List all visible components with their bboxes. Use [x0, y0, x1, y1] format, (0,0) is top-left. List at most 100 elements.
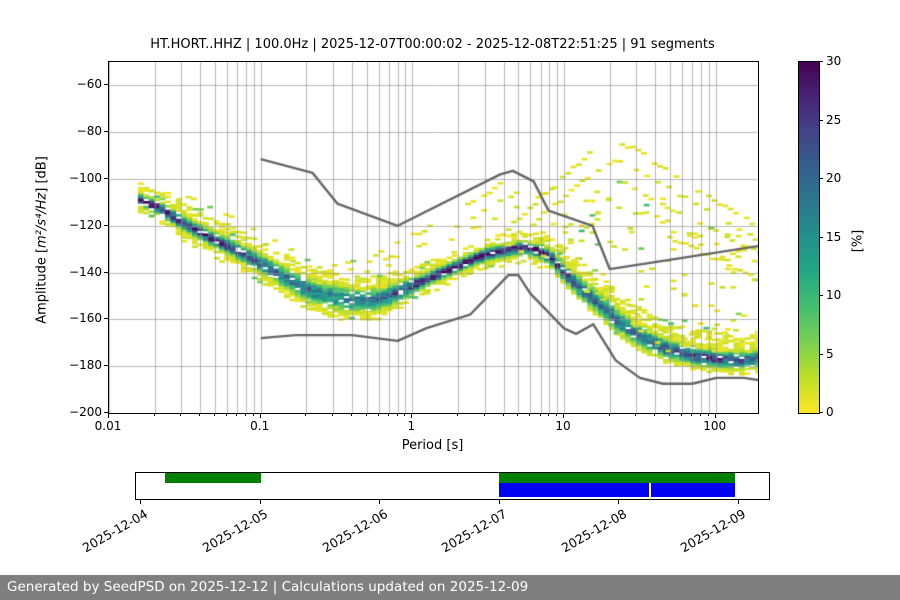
- timeline-tick-mark: [259, 500, 261, 504]
- x-minor-tick-mark: [635, 413, 637, 416]
- x-minor-tick-mark: [548, 413, 550, 416]
- y-tick-label: −180: [69, 358, 102, 373]
- x-minor-tick-mark: [226, 413, 228, 416]
- x-minor-tick-mark: [529, 413, 531, 416]
- y-tick-mark: [104, 131, 108, 133]
- footer-bar: Generated by SeedPSD on 2025-12-12 | Cal…: [0, 575, 900, 600]
- y-tick-mark: [104, 365, 108, 367]
- timeline-date-label: 2025-12-09: [678, 506, 749, 556]
- x-minor-tick-mark: [214, 413, 216, 416]
- colorbar-gradient: [799, 62, 819, 413]
- x-minor-tick-mark: [404, 413, 406, 416]
- x-minor-tick-mark: [669, 413, 671, 416]
- x-tick-mark: [563, 413, 565, 418]
- x-minor-tick-mark: [654, 413, 656, 416]
- x-tick-label: 1: [407, 419, 416, 433]
- y-axis-label-prefix: Amplitude [: [34, 247, 50, 324]
- colorbar-tick-mark: [819, 119, 823, 121]
- x-tick-label: 100: [703, 419, 727, 433]
- colorbar-tick-label: 0: [826, 405, 834, 419]
- x-minor-tick-mark: [153, 413, 155, 416]
- x-minor-tick-mark: [252, 413, 254, 416]
- x-minor-tick-mark: [707, 413, 709, 416]
- x-minor-tick-mark: [556, 413, 558, 416]
- y-tick-label: −140: [69, 264, 102, 279]
- y-axis-label-units: m²/s⁴/Hz: [34, 192, 50, 248]
- x-axis-label: Period [s]: [401, 438, 464, 453]
- colorbar-tick-mark: [819, 61, 823, 62]
- colorbar-tick-mark: [819, 412, 823, 413]
- coverage-segment-green: [498, 473, 736, 483]
- timeline-date-label: 2025-12-04: [80, 506, 151, 556]
- plot-title: HT.HORT..HHZ | 100.0Hz | 2025-12-07T00:0…: [150, 37, 715, 52]
- x-minor-tick-mark: [502, 413, 504, 416]
- x-tick-mark: [259, 413, 261, 418]
- timeline-date-label: 2025-12-08: [558, 506, 629, 556]
- x-minor-tick-mark: [377, 413, 379, 416]
- colorbar-tick-label: 15: [826, 229, 842, 244]
- footer-text: Generated by SeedPSD on 2025-12-12 | Cal…: [7, 579, 529, 595]
- coverage-segment-blue: [499, 483, 649, 497]
- timeline-tick-mark: [379, 500, 381, 504]
- x-minor-tick-mark: [691, 413, 693, 416]
- plot-area: [108, 61, 759, 414]
- x-minor-tick-mark: [180, 413, 182, 416]
- y-tick-mark: [104, 318, 108, 320]
- colorbar-tick-mark: [819, 295, 823, 296]
- x-minor-tick-mark: [483, 413, 485, 416]
- x-minor-tick-mark: [350, 413, 352, 416]
- colorbar-tick-label: 30: [826, 54, 842, 68]
- colorbar-tick-label: 10: [826, 288, 842, 302]
- timeline-tick-mark: [139, 500, 141, 504]
- y-tick-label: −120: [69, 217, 102, 232]
- y-tick-mark: [104, 412, 108, 413]
- coverage-segment-green: [164, 473, 261, 483]
- y-tick-mark: [104, 271, 108, 273]
- timeline-axis: [135, 472, 770, 500]
- colorbar-tick-label: 20: [826, 171, 842, 185]
- x-tick-label: 10: [555, 419, 571, 433]
- x-minor-tick-mark: [700, 413, 702, 416]
- x-minor-tick-mark: [396, 413, 398, 416]
- colorbar-tick-label: 25: [826, 112, 842, 127]
- x-minor-tick-mark: [517, 413, 519, 416]
- x-minor-tick-mark: [681, 413, 683, 416]
- ppsd-histogram-canvas: [109, 62, 758, 413]
- timeline-tick-mark: [618, 500, 620, 504]
- y-tick-label: −100: [69, 171, 102, 185]
- colorbar-tick-label: 5: [826, 346, 834, 361]
- x-tick-label: 0.01: [94, 419, 122, 433]
- timeline-date-label: 2025-12-07: [438, 506, 510, 556]
- y-axis-label-suffix: ] [dB]: [34, 156, 50, 193]
- x-minor-tick-mark: [244, 413, 246, 416]
- y-tick-label: −160: [69, 311, 102, 326]
- x-minor-tick-mark: [236, 413, 238, 416]
- x-minor-tick-mark: [387, 413, 389, 416]
- y-tick-label: −200: [69, 405, 102, 419]
- colorbar-tick-mark: [819, 178, 823, 179]
- x-minor-tick-mark: [305, 413, 307, 416]
- x-minor-tick-mark: [539, 413, 541, 416]
- x-tick-mark: [411, 413, 413, 418]
- x-minor-tick-mark: [365, 413, 367, 416]
- x-minor-tick-mark: [199, 413, 201, 416]
- timeline-tick-mark: [738, 500, 740, 504]
- y-tick-mark: [104, 224, 108, 226]
- x-tick-mark: [714, 413, 716, 418]
- timeline-date-label: 2025-12-06: [319, 506, 390, 556]
- coverage-segment-blue: [650, 483, 736, 497]
- colorbar: [798, 61, 820, 414]
- x-minor-tick-mark: [608, 413, 610, 416]
- x-tick-label: 0.1: [250, 419, 270, 433]
- timeline-tick-mark: [498, 500, 500, 504]
- x-tick-mark: [108, 413, 109, 418]
- x-minor-tick-mark: [332, 413, 334, 416]
- timeline-date-label: 2025-12-05: [199, 506, 271, 556]
- colorbar-tick-mark: [819, 236, 823, 238]
- y-tick-label: −60: [76, 77, 102, 92]
- x-minor-tick-mark: [457, 413, 459, 416]
- y-tick-mark: [104, 178, 108, 179]
- y-tick-label: −80: [76, 124, 102, 139]
- colorbar-tick-mark: [819, 353, 823, 355]
